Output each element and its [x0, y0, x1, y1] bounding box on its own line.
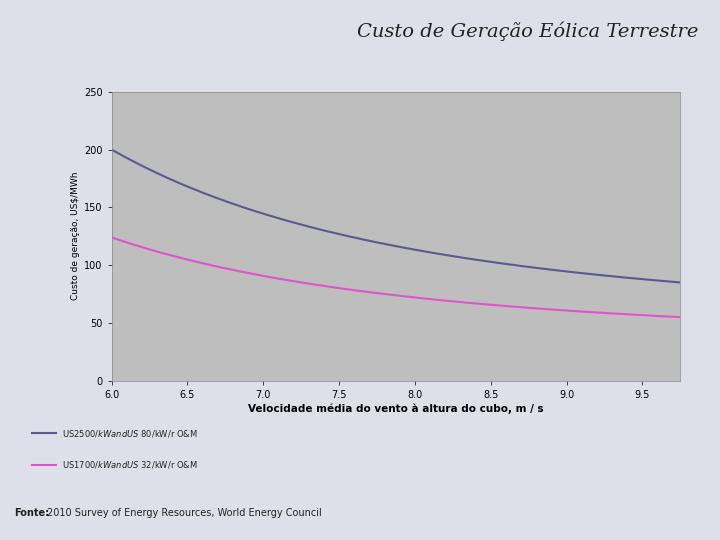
Y-axis label: Custo de geração, US$/MWh: Custo de geração, US$/MWh: [71, 172, 80, 300]
Text: Custo de Geração Eólica Terrestre: Custo de Geração Eólica Terrestre: [357, 22, 698, 41]
X-axis label: Velocidade média do vento à altura do cubo, m / s: Velocidade média do vento à altura do cu…: [248, 404, 544, 414]
Text: US$ 2500/kW and US$ 80/kW/r O&M: US$ 2500/kW and US$ 80/kW/r O&M: [62, 428, 197, 439]
Text: US$ 1700/kW and US$ 32/kW/r O&M: US$ 1700/kW and US$ 32/kW/r O&M: [62, 460, 197, 470]
Text: Fonte:: Fonte:: [14, 508, 50, 518]
Text: 2010 Survey of Energy Resources, World Energy Council: 2010 Survey of Energy Resources, World E…: [47, 508, 322, 518]
